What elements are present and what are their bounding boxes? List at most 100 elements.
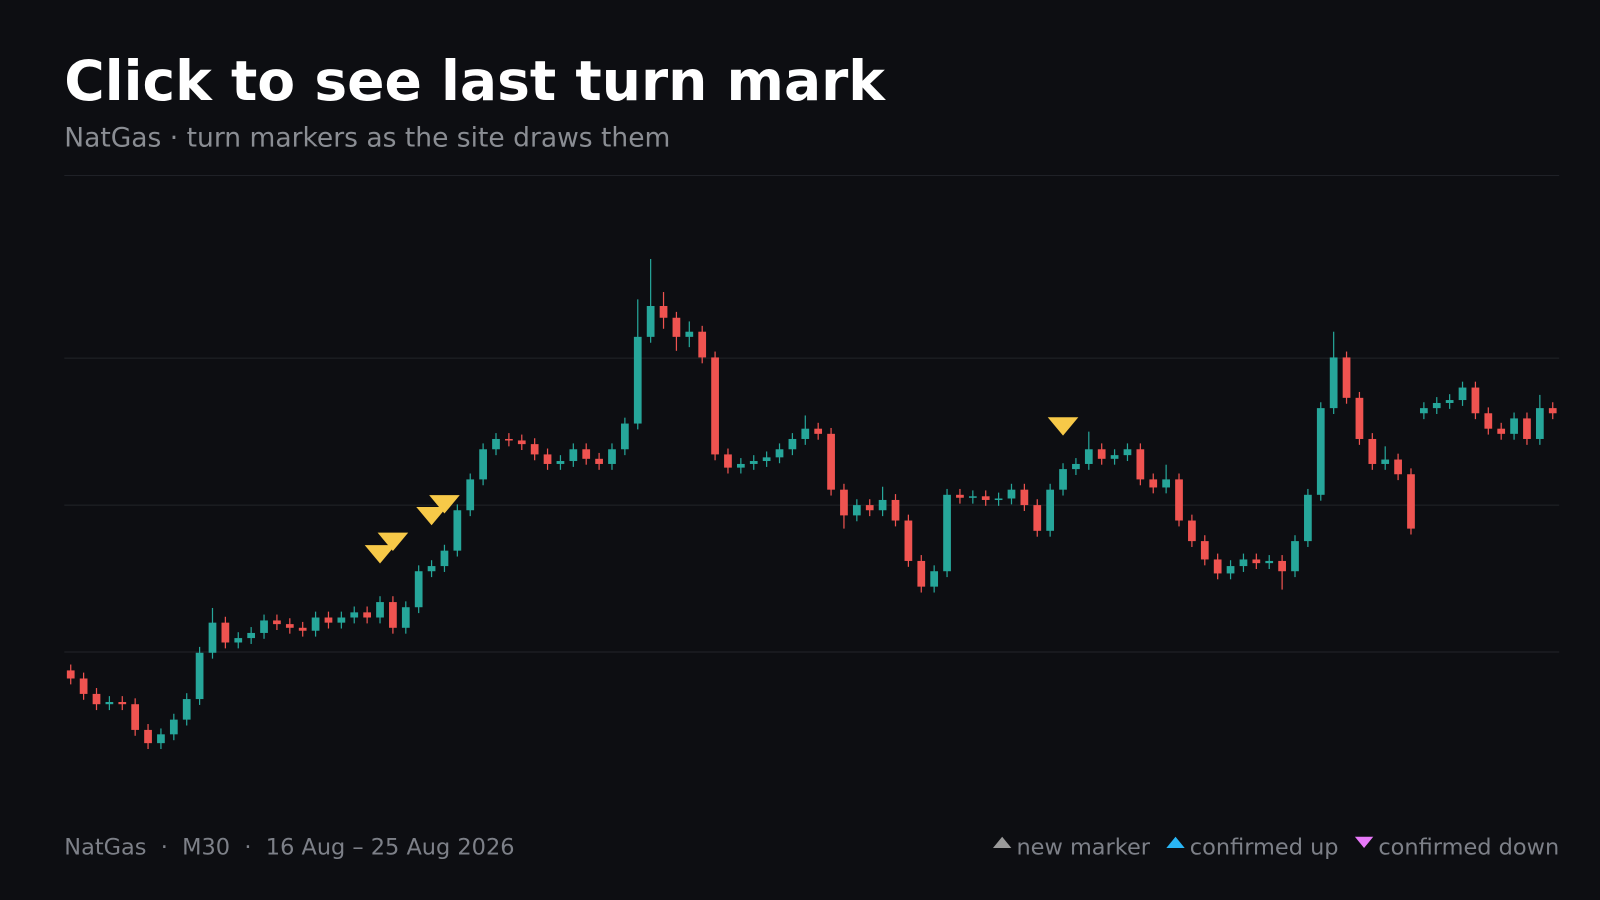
candle-body — [337, 617, 346, 623]
candle-body — [1072, 463, 1080, 470]
candle-body — [466, 479, 475, 511]
candle-body — [1497, 428, 1506, 434]
candle-body — [943, 494, 951, 572]
candle-body — [1033, 505, 1042, 531]
candle-body — [1175, 479, 1183, 521]
candle-body — [1007, 489, 1016, 499]
candle-body — [1394, 459, 1402, 475]
candle-body — [234, 638, 243, 643]
candle-body — [672, 317, 681, 337]
candle-body — [1123, 449, 1132, 456]
candle-body — [1304, 494, 1312, 542]
candle-body — [1162, 479, 1170, 488]
candle-body — [1020, 489, 1029, 506]
footer-separator: · — [161, 834, 168, 860]
candle-body — [195, 652, 204, 700]
candle-body — [1291, 541, 1299, 572]
candle-body — [852, 505, 861, 516]
candle-body — [1458, 387, 1467, 401]
legend-swatch — [992, 836, 1012, 848]
candle-body — [1200, 541, 1209, 560]
candle-body — [401, 607, 410, 628]
candle-body — [762, 457, 771, 462]
candle-body — [1188, 520, 1196, 542]
candle-body — [917, 560, 926, 587]
turn-marker[interactable] — [377, 532, 409, 552]
candle-body — [298, 627, 307, 631]
footer-text: M30 — [182, 834, 230, 860]
candle-body — [1535, 408, 1544, 439]
candle-body — [878, 499, 887, 511]
candle-body — [1471, 387, 1480, 414]
candle-body — [131, 704, 140, 730]
chart-subtitle: NatGas · turn markers as the site draws … — [64, 122, 670, 153]
candle-body — [543, 454, 552, 464]
candle-body — [1213, 559, 1222, 574]
candle-body — [157, 734, 165, 744]
candle-body — [659, 306, 668, 318]
candle-body — [1484, 413, 1493, 429]
candle-body — [1059, 469, 1067, 490]
candle-body — [285, 624, 294, 628]
candle-body — [904, 520, 913, 561]
turn-marker[interactable] — [364, 545, 396, 564]
candle-body — [1265, 560, 1274, 564]
candle-body — [1548, 408, 1557, 414]
candle-body — [621, 423, 629, 450]
candle-body — [1252, 559, 1261, 564]
candle-body — [376, 602, 384, 618]
candle-body — [530, 444, 539, 455]
legend-swatch — [1166, 836, 1185, 848]
legend-label: confirmed up — [1190, 834, 1339, 860]
candle-body — [1342, 357, 1351, 398]
candle-body — [595, 458, 603, 464]
candle-body — [608, 449, 616, 464]
candle-body — [105, 702, 114, 705]
candle-body — [479, 449, 487, 480]
candle-body — [66, 670, 75, 679]
candle-body — [1316, 408, 1325, 495]
turn-marker[interactable] — [1047, 417, 1079, 436]
candle-body — [788, 438, 797, 450]
turn-marker[interactable] — [416, 506, 447, 526]
candle-body — [968, 496, 977, 498]
legend-label: confirmed down — [1378, 834, 1559, 860]
turn-marker[interactable] — [429, 495, 460, 514]
candle-body — [1239, 559, 1248, 567]
candle-body — [865, 505, 874, 511]
candle-body — [182, 699, 191, 720]
candle-body — [1329, 357, 1338, 409]
candle-body — [956, 494, 964, 498]
candle-body — [1445, 400, 1454, 403]
candle-body — [1355, 397, 1364, 439]
candle-body — [389, 602, 397, 628]
candle-body — [724, 454, 732, 468]
footer-separator: · — [244, 834, 251, 860]
candle-body — [505, 438, 513, 441]
candle-body — [92, 693, 101, 705]
candle-body — [453, 510, 462, 551]
candle-body — [363, 612, 371, 618]
candle-body — [427, 566, 436, 572]
legend-label: new marker — [1016, 834, 1150, 860]
candle-body — [749, 461, 758, 464]
candle-body — [414, 571, 423, 608]
candle-body — [582, 449, 591, 459]
candle-body — [79, 678, 88, 694]
candle-body — [1407, 474, 1415, 529]
candle-body — [1084, 449, 1093, 464]
candle-body — [646, 306, 655, 337]
candle-body — [1110, 455, 1119, 459]
candle-body — [711, 357, 719, 455]
candle-body — [930, 571, 939, 587]
candle-body — [1097, 449, 1106, 459]
chart-title[interactable]: Click to see last turn mark — [64, 49, 886, 113]
candle-body — [698, 331, 707, 358]
candle-body — [891, 499, 900, 521]
candle-body — [840, 489, 848, 516]
candle-body — [1226, 566, 1235, 574]
candle-body — [517, 440, 526, 445]
candle-body — [311, 617, 320, 631]
